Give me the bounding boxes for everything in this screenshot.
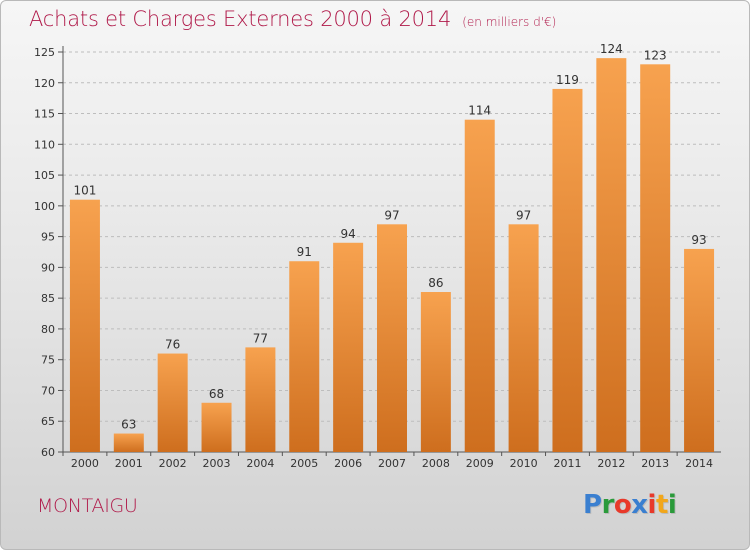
bar-2006 <box>333 242 364 452</box>
y-tick-label: 90 <box>41 261 55 274</box>
y-tick-label: 110 <box>34 138 55 151</box>
bar-2000 <box>69 199 100 452</box>
data-label-2005: 91 <box>297 245 312 259</box>
bar-2003 <box>201 402 232 452</box>
x-tick-label-2013: 2013 <box>641 457 669 470</box>
y-tick-label: 105 <box>34 169 55 182</box>
chart-title-block: Achats et Charges Externes 2000 à 2014 (… <box>29 7 556 31</box>
x-tick-label-2006: 2006 <box>334 457 362 470</box>
bar-2011 <box>552 88 583 452</box>
data-label-2013: 123 <box>644 48 667 62</box>
y-tick-label: 70 <box>41 384 55 397</box>
bar-2002 <box>157 353 188 452</box>
y-tick-label: 60 <box>41 446 55 459</box>
y-tick-label: 115 <box>34 108 55 121</box>
x-tick-label-2003: 2003 <box>203 457 231 470</box>
data-label-2002: 76 <box>165 338 180 352</box>
logo-letter: t <box>655 490 668 520</box>
x-tick-label-2005: 2005 <box>290 457 318 470</box>
data-label-2008: 86 <box>428 276 443 290</box>
commune-name: MONTAIGU <box>37 495 138 517</box>
bar-2004 <box>245 347 276 452</box>
x-tick-label-2000: 2000 <box>71 457 99 470</box>
logo-letter: x <box>631 490 648 520</box>
data-label-2007: 97 <box>384 208 399 222</box>
data-label-2001: 63 <box>121 418 136 432</box>
y-tick-label: 120 <box>34 77 55 90</box>
data-label-2012: 124 <box>600 42 623 56</box>
data-labels: 101 63 76 68 77 91 94 97 86 114 97 119 124 123 93 <box>73 42 706 431</box>
bar-2007 <box>377 224 407 452</box>
bar-2001 <box>113 433 144 452</box>
data-label-2006: 94 <box>340 227 355 241</box>
bar-2014 <box>684 248 715 452</box>
x-axis-ticks: 2000 2001 2002 2003 2004 2005 2006 2007 2008 2009… <box>62 452 713 470</box>
x-tick-label-2009: 2009 <box>466 457 494 470</box>
bar-2012 <box>596 58 627 453</box>
bar-2008 <box>420 292 451 452</box>
logo-letter: P <box>583 490 602 520</box>
y-tick-label: 100 <box>34 200 55 213</box>
x-tick-label-2004: 2004 <box>246 457 274 470</box>
bar-2005 <box>289 261 320 452</box>
y-tick-label: 65 <box>41 415 55 428</box>
bars <box>69 58 715 453</box>
data-label-2014: 93 <box>691 233 706 247</box>
x-tick-label-2011: 2011 <box>553 457 581 470</box>
y-tick-label: 75 <box>41 354 55 367</box>
y-tick-label: 95 <box>41 231 55 244</box>
bar-2009 <box>464 119 495 452</box>
y-tick-label: 85 <box>41 292 55 305</box>
logo-letter: r <box>601 490 615 520</box>
bar-2010 <box>508 224 539 452</box>
data-label-2009: 114 <box>468 104 491 118</box>
logo-letter: i <box>667 490 677 520</box>
data-label-2011: 119 <box>556 73 579 87</box>
x-tick-label-2008: 2008 <box>422 457 450 470</box>
logo-letter: i <box>647 490 657 520</box>
bar-2013 <box>640 64 671 453</box>
x-tick-label-2001: 2001 <box>115 457 143 470</box>
x-tick-label-2014: 2014 <box>685 457 713 470</box>
chart-title: Achats et Charges Externes 2000 à 2014 <box>29 7 452 31</box>
x-tick-label-2007: 2007 <box>378 457 406 470</box>
logo-letter: o <box>613 490 632 520</box>
data-label-2004: 77 <box>253 331 268 345</box>
y-axis-ticks: 60 65 70 75 80 85 90 95 100 105 110 115 120 125 <box>34 46 63 459</box>
chart-subtitle: (en milliers d'€) <box>462 15 557 29</box>
data-label-2000: 101 <box>73 184 96 198</box>
x-tick-label-2002: 2002 <box>159 457 187 470</box>
data-label-2010: 97 <box>516 208 531 222</box>
data-label-2003: 68 <box>209 387 224 401</box>
y-tick-label: 125 <box>34 46 55 59</box>
proxiti-logo[interactable]: Proxiti <box>583 490 677 520</box>
y-tick-label: 80 <box>41 323 55 336</box>
x-tick-label-2010: 2010 <box>510 457 538 470</box>
x-tick-label-2012: 2012 <box>597 457 625 470</box>
